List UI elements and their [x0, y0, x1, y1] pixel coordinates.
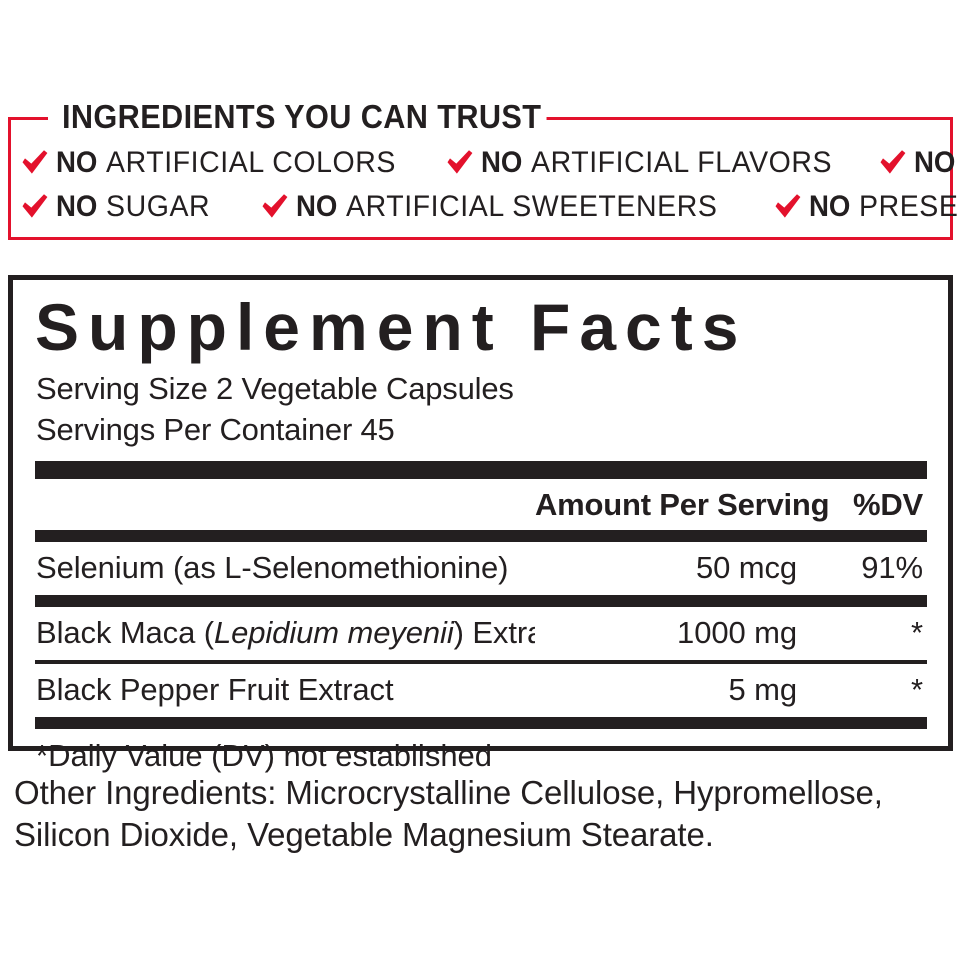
- trust-claim-no-preservatives: NO PRESERVATIVES: [773, 190, 960, 224]
- trust-box-top-left-segment: [8, 117, 48, 120]
- trust-claim-text: ARTIFICIAL SWEETENERS: [345, 190, 718, 223]
- trust-claim-no-artificial-flavors: NO ARTIFICIAL FLAVORS: [445, 146, 848, 180]
- divider-thick-top: [35, 461, 927, 479]
- trust-claim-no-artificial-sweeteners: NO ARTIFICIAL SWEETENERS: [260, 190, 737, 224]
- row-name-species-italic: Lepidium meyenii: [213, 615, 454, 650]
- checkmark-icon: [20, 147, 50, 177]
- row-name-black-maca: Black Maca (Lepidium meyenii) Extract (r…: [36, 613, 535, 653]
- trust-claim-text: PRESERVATIVES: [858, 190, 960, 223]
- row-dv-selenium: 91%: [861, 550, 923, 585]
- divider-under-black-maca: [35, 660, 927, 664]
- trust-claim-no-sugar: NO SUGAR: [20, 190, 216, 224]
- trust-claim-prefix: NO: [914, 146, 956, 179]
- trust-claim-prefix: NO: [808, 190, 851, 223]
- row-amount-selenium: 50 mcg: [695, 550, 797, 585]
- table-row-black-maca: Black Maca (Lepidium meyenii) Extract (r…: [36, 607, 926, 660]
- trust-claim-prefix: NO: [481, 146, 523, 179]
- trust-panel-title: INGREDIENTS YOU CAN TRUST: [62, 100, 547, 134]
- supplement-facts-title: Supplement Facts: [35, 290, 748, 364]
- divider-under-header: [35, 530, 927, 542]
- row-name-black-pepper: Black Pepper Fruit Extract: [36, 672, 394, 707]
- divider-under-selenium: [35, 595, 927, 607]
- row-name-suffix: ) Extract (root): [453, 615, 535, 650]
- checkmark-icon: [20, 191, 50, 221]
- other-ingredients-line-1: Other Ingredients: Microcrystalline Cell…: [14, 774, 883, 811]
- header-cell-percent-dv: %DV: [852, 487, 923, 522]
- servings-per-container-text: Servings Per Container 45: [36, 412, 395, 447]
- daily-value-footnote: *Daily Value (DV) not established: [36, 738, 493, 773]
- divider-above-footnote: [35, 717, 927, 729]
- checkmark-icon: [445, 147, 475, 177]
- trust-claims-row-2: NO SUGAR NO ARTIFICIAL SWEETENERS NO PRE…: [20, 185, 960, 229]
- row-name-selenium: Selenium (as L-Selenomethionine): [36, 550, 509, 585]
- checkmark-icon: [260, 191, 290, 221]
- row-amount-black-maca: 1000 mg: [677, 615, 797, 650]
- supplement-facts-panel: Supplement Facts Serving Size 2 Vegetabl…: [8, 275, 953, 773]
- trust-claim-text: ARTIFICIAL COLORS: [106, 146, 397, 179]
- row-amount-black-pepper: 5 mg: [728, 672, 797, 707]
- serving-size-text: Serving Size 2 Vegetable Capsules: [36, 371, 514, 406]
- ingredients-you-can-trust-box: [8, 117, 953, 240]
- row-dv-black-pepper: *: [911, 672, 923, 707]
- row-dv-black-maca: *: [911, 615, 923, 650]
- other-ingredients-block: Other Ingredients: Microcrystalline Cell…: [14, 772, 944, 856]
- trust-claims-row-1: NO ARTIFICIAL COLORS NO ARTIFICIAL FLAVO…: [20, 141, 956, 185]
- checkmark-icon: [878, 147, 908, 177]
- trust-claim-prefix: NO: [295, 190, 338, 223]
- trust-claim-text: SUGAR: [106, 190, 211, 223]
- trust-box-top-right-segment: [524, 117, 953, 120]
- header-cell-amount-per-serving: Amount Per Serving: [535, 487, 830, 522]
- other-ingredients-line-2: Silicon Dioxide, Vegetable Magnesium Ste…: [14, 816, 714, 853]
- table-row-black-pepper: Black Pepper Fruit Extract 5 mg *: [36, 664, 926, 717]
- table-row-selenium: Selenium (as L-Selenomethionine) 50 mcg …: [36, 542, 926, 595]
- trust-claim-no-artificial-colors: NO ARTIFICIAL COLORS: [20, 146, 411, 180]
- facts-table-header-row: Amount Per Serving %DV: [36, 479, 926, 530]
- trust-claim-prefix: NO: [56, 146, 98, 179]
- checkmark-icon: [773, 191, 803, 221]
- trust-claim-text: ARTIFICIAL FLAVORS: [531, 146, 833, 179]
- trust-claim-prefix: NO: [56, 190, 98, 223]
- trust-claim-no-gelatin: NO GELATIN: [878, 146, 960, 180]
- row-name-prefix: Black Maca (: [36, 615, 214, 650]
